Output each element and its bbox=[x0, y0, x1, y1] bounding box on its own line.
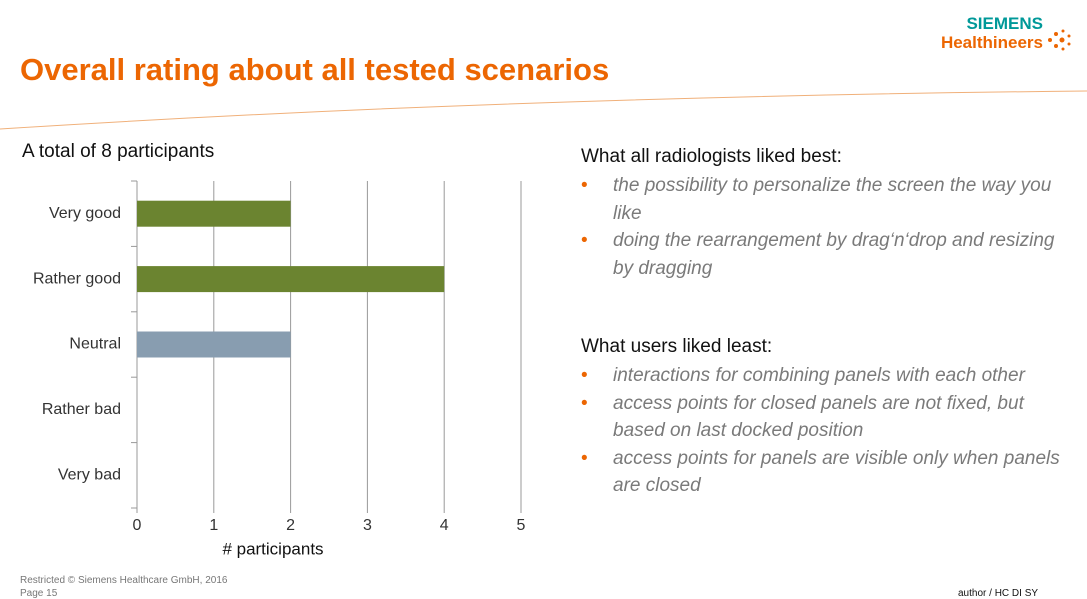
y-tick-label: Very good bbox=[49, 205, 121, 222]
y-tick-label: Rather bad bbox=[42, 401, 121, 418]
chart-title: A total of 8 participants bbox=[22, 141, 214, 162]
bullet-item: access points for panels are visible onl… bbox=[581, 445, 1071, 500]
bar bbox=[137, 200, 291, 227]
x-tick-label: 0 bbox=[133, 517, 142, 534]
bar bbox=[137, 266, 445, 293]
divider bbox=[0, 90, 1087, 130]
x-tick-label: 5 bbox=[517, 517, 526, 534]
bullet-item: access points for closed panels are not … bbox=[581, 390, 1071, 445]
bullet-item: interactions for combining panels with e… bbox=[581, 362, 1071, 390]
bullet-item: the possibility to personalize the scree… bbox=[581, 172, 1071, 227]
footer-page: Page 15 bbox=[20, 588, 58, 599]
footer-author: author / HC DI SY bbox=[958, 588, 1039, 599]
slide-title: Overall rating about all tested scenario… bbox=[20, 52, 610, 87]
section: What users liked least: interactions for … bbox=[581, 336, 1071, 500]
bar bbox=[137, 331, 291, 358]
x-tick-label: 1 bbox=[209, 517, 218, 534]
footer-legal: Restricted © Siemens Healthcare GmbH, 20… bbox=[20, 575, 228, 586]
bullet-item: doing the rearrangement by drag‘n‘drop a… bbox=[581, 227, 1071, 282]
x-tick-label: 4 bbox=[440, 517, 449, 534]
y-tick-label: Very bad bbox=[58, 467, 121, 484]
logo-brand: SIEMENS bbox=[966, 14, 1043, 33]
x-axis-label: # participants bbox=[222, 539, 323, 558]
x-tick-label: 2 bbox=[286, 517, 295, 534]
section-heading: What users liked least: bbox=[581, 336, 773, 357]
section: What all radiologists liked best: the pos… bbox=[581, 146, 1071, 282]
chart: A total of 8 participants 0 1 2 3 4 5 # partic… bbox=[22, 141, 526, 558]
bullet-list: interactions for combining panels with e… bbox=[581, 362, 1071, 500]
y-tick-label: Rather good bbox=[33, 270, 121, 287]
y-tick-label: Neutral bbox=[69, 336, 121, 353]
section-heading: What all radiologists liked best: bbox=[581, 146, 842, 167]
bullet-list: the possibility to personalize the scree… bbox=[581, 172, 1071, 282]
logo-dots bbox=[1048, 29, 1071, 51]
x-tick-label: 3 bbox=[363, 517, 372, 534]
findings: What all radiologists liked best: the pos… bbox=[581, 146, 1071, 554]
logo-product: Healthineers bbox=[940, 33, 1043, 52]
